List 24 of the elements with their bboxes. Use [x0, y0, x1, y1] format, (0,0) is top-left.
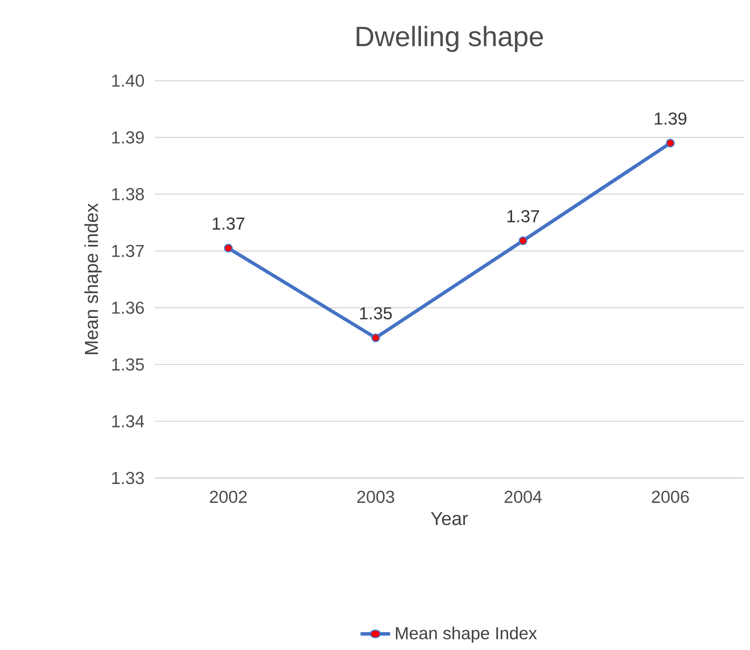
y-tick-label: 1.36: [112, 302, 144, 314]
point: [371, 333, 380, 342]
data-label: 1.39: [654, 112, 686, 125]
data-label: 1.37: [507, 210, 539, 222]
point: [224, 244, 233, 252]
y-tick-label: 1.37: [112, 244, 144, 258]
x-tick-label: 2006: [652, 490, 689, 503]
x-tick-label: 2004: [504, 490, 542, 503]
data-label: 1.37: [212, 217, 244, 230]
x-tick-label: 2002: [210, 490, 247, 503]
chart-title: Dwelling shape: [356, 26, 543, 52]
x-tick-label: 2003: [357, 490, 394, 503]
y-tick-label: 1.38: [112, 188, 144, 200]
y-axis-title: Mean shape index: [84, 203, 102, 354]
y-tick-label: 1.35: [112, 358, 144, 371]
y-tick-label: 1.39: [112, 131, 144, 144]
data-label: 1.35: [360, 307, 392, 320]
y-tick-label: 1.34: [112, 415, 144, 428]
x-axis-title: Year: [430, 512, 468, 526]
y-tick-label: 1.40: [112, 74, 144, 87]
y-tick-label: 1.33: [112, 472, 144, 484]
point: [666, 138, 675, 148]
point: [518, 236, 528, 246]
legend-label: Mean shape Index: [396, 626, 537, 643]
